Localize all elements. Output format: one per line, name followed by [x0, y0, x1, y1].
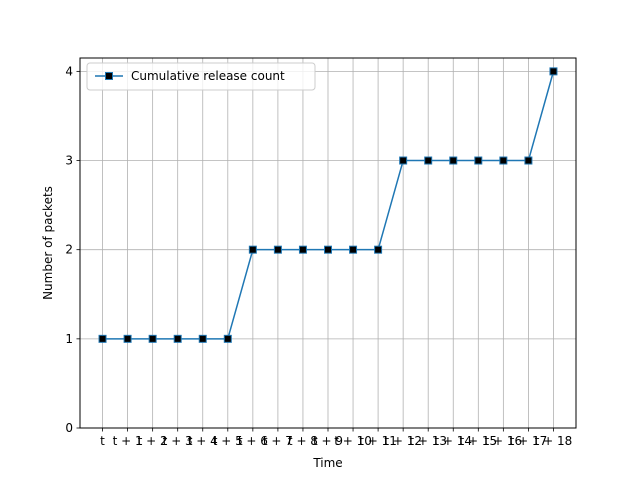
x-tick-label: t + 7 [263, 434, 293, 448]
x-tick-label: t + 12 [384, 434, 422, 448]
x-tick-label: t + 16 [485, 434, 523, 448]
data-point-marker [374, 245, 383, 254]
legend-entry-label: Cumulative release count [131, 69, 285, 83]
x-tick-label: t [100, 434, 105, 448]
data-point-marker [223, 334, 232, 343]
data-point-marker [273, 245, 282, 254]
y-axis-ticks: 0 1 2 3 4 [65, 64, 80, 435]
x-tick-label: t + 3 [163, 434, 193, 448]
legend-marker-swatch [105, 72, 113, 80]
data-point-marker [449, 156, 458, 165]
x-tick-label: t + 17 [510, 434, 548, 448]
legend-box [86, 62, 316, 91]
y-tick-label: 0 [65, 421, 73, 435]
x-tick-label: t + 4 [188, 434, 218, 448]
data-point-marker [349, 245, 358, 254]
x-axis-label: Time [312, 456, 342, 470]
y-tick-label: 4 [65, 64, 73, 78]
legend: Cumulative release count [86, 62, 316, 91]
data-point-marker [248, 245, 257, 254]
y-axis-label: Number of packets [41, 186, 55, 300]
x-tick-label: t + 9 [313, 434, 343, 448]
x-tick-label: t + 13 [409, 434, 447, 448]
x-tick-label: t + 18 [535, 434, 573, 448]
data-point-marker [524, 156, 533, 165]
x-tick-label: t + 11 [359, 434, 397, 448]
data-point-marker [198, 334, 207, 343]
data-point-marker [424, 156, 433, 165]
data-point-marker [148, 334, 157, 343]
x-tick-label: t + 5 [213, 434, 243, 448]
data-point-marker [98, 334, 107, 343]
x-tick-label: t + 15 [459, 434, 497, 448]
x-tick-label: t + 6 [238, 434, 268, 448]
data-point-marker [173, 334, 182, 343]
x-tick-label: t + 8 [288, 434, 318, 448]
data-point-marker [549, 67, 558, 76]
y-tick-label: 2 [65, 243, 73, 257]
data-point-marker [123, 334, 132, 343]
data-point-marker [399, 156, 408, 165]
series-layer [98, 67, 558, 343]
x-tick-label: t + 1 [113, 434, 143, 448]
x-tick-label: t + 10 [334, 434, 372, 448]
x-tick-label: t + 14 [434, 434, 472, 448]
data-point-marker [298, 245, 307, 254]
y-tick-label: 3 [65, 154, 73, 168]
data-point-marker [499, 156, 508, 165]
data-point-marker [324, 245, 332, 254]
x-tick-label: t + 2 [138, 434, 168, 448]
data-point-marker [474, 156, 483, 165]
y-tick-label: 1 [65, 332, 73, 346]
